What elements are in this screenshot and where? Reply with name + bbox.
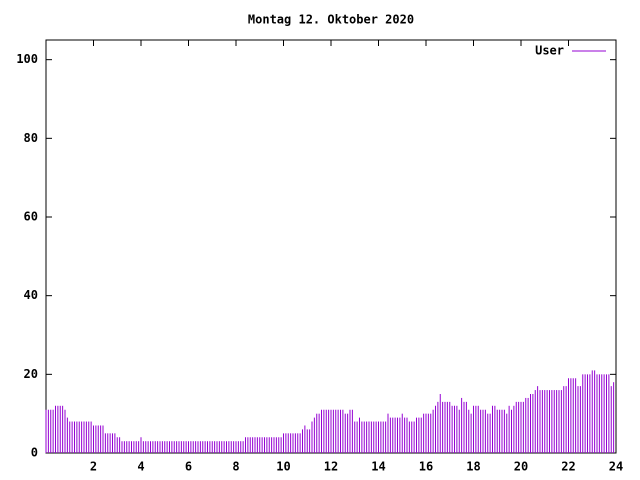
y-tick-label: 20 bbox=[24, 367, 38, 381]
y-tick-label: 40 bbox=[24, 288, 38, 302]
x-tick-label: 6 bbox=[185, 460, 192, 474]
x-tick-label: 4 bbox=[137, 460, 144, 474]
y-tick-label: 0 bbox=[31, 446, 38, 460]
x-tick-label: 24 bbox=[609, 460, 623, 474]
x-tick-label: 10 bbox=[276, 460, 290, 474]
x-tick-label: 16 bbox=[419, 460, 433, 474]
y-tick-label: 80 bbox=[24, 131, 38, 145]
x-tick-label: 14 bbox=[371, 460, 385, 474]
x-tick-label: 8 bbox=[232, 460, 239, 474]
y-tick-label: 60 bbox=[24, 210, 38, 224]
x-tick-label: 2 bbox=[90, 460, 97, 474]
legend-label: User bbox=[535, 44, 564, 58]
x-tick-label: 18 bbox=[466, 460, 480, 474]
y-tick-label: 100 bbox=[16, 52, 38, 66]
x-tick-label: 12 bbox=[324, 460, 338, 474]
x-tick-label: 22 bbox=[561, 460, 575, 474]
x-tick-label: 20 bbox=[514, 460, 528, 474]
chart-title: Montag 12. Oktober 2020 bbox=[248, 13, 414, 27]
